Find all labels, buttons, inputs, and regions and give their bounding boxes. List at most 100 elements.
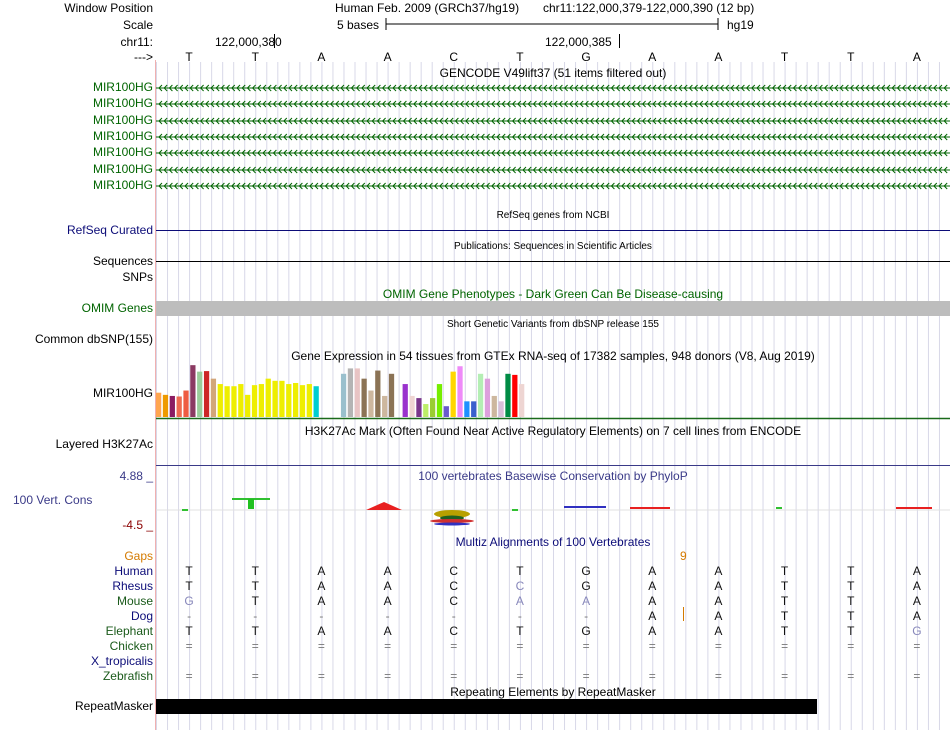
gtex-tissue-bar[interactable]	[416, 398, 422, 417]
gtex-tissue-bar[interactable]	[457, 366, 463, 417]
gtex-tissue-bar[interactable]	[176, 396, 182, 417]
species-label[interactable]: Dog	[130, 609, 153, 623]
gencode-transcript-line[interactable]	[156, 83, 950, 93]
refseq-track-title[interactable]: RefSeq genes from NCBI	[496, 210, 610, 221]
gtex-tissue-bar[interactable]	[306, 384, 312, 417]
omim-track-label[interactable]: OMIM Genes	[81, 301, 153, 315]
gencode-transcript-line[interactable]	[156, 99, 950, 109]
gtex-tissue-bar[interactable]	[162, 394, 169, 417]
gencode-transcript-line[interactable]	[156, 132, 950, 142]
gtex-tissue-bar[interactable]	[183, 390, 189, 417]
species-label[interactable]: Zebrafish	[102, 669, 153, 683]
species-label[interactable]: Rhesus	[112, 579, 153, 593]
species-label[interactable]: X_tropicalis	[90, 654, 153, 668]
repeatmasker-track-title[interactable]: Repeating Elements by RepeatMasker	[450, 685, 656, 699]
gtex-tissue-bar[interactable]	[231, 386, 237, 417]
gtex-tissue-bar[interactable]	[286, 384, 292, 417]
gencode-item-label[interactable]: MIR100HG	[92, 80, 153, 94]
gtex-tissue-bar[interactable]	[224, 386, 230, 417]
species-label[interactable]: Human	[114, 564, 153, 578]
gtex-tissue-bar[interactable]	[251, 385, 258, 417]
multiz-track-title[interactable]: Multiz Alignments of 100 Vertebrates	[455, 535, 651, 549]
alignment-base: =	[516, 669, 524, 683]
gtex-tissue-bar[interactable]	[464, 401, 470, 417]
species-label[interactable]: Mouse	[116, 594, 153, 608]
publications-line[interactable]	[156, 261, 950, 262]
gtex-tissue-bar[interactable]	[402, 384, 408, 417]
gencode-transcript-line[interactable]	[156, 181, 950, 191]
gtex-tissue-bar[interactable]	[293, 382, 299, 417]
gtex-tissue-bar[interactable]	[361, 378, 367, 417]
gtex-track-title[interactable]: Gene Expression in 54 tissues from GTEx …	[291, 349, 815, 363]
gtex-tissue-bar[interactable]	[512, 374, 518, 417]
gtex-tissue-bar[interactable]	[443, 406, 449, 417]
gtex-tissue-bar[interactable]	[382, 395, 388, 417]
h3k27ac-track-label[interactable]: Layered H3K27Ac	[55, 437, 153, 451]
gtex-tissue-bar[interactable]	[272, 380, 278, 417]
species-label[interactable]: Chicken	[109, 639, 153, 653]
gtex-tissue-bar[interactable]	[491, 395, 497, 417]
gtex-tissue-bar[interactable]	[505, 373, 511, 417]
publications-track-label[interactable]: Sequences	[92, 254, 153, 268]
phylop-plot[interactable]	[156, 488, 950, 528]
gtex-tissue-bar[interactable]	[217, 384, 223, 417]
gtex-tissue-bar[interactable]	[279, 380, 285, 417]
gtex-tissue-bar[interactable]	[265, 378, 271, 417]
gtex-tissue-bar[interactable]	[156, 392, 162, 417]
gtex-tissue-bar[interactable]	[340, 373, 347, 417]
gtex-bar-chart[interactable]	[156, 360, 950, 420]
alignment-base: A	[648, 564, 657, 578]
gtex-tissue-bar[interactable]	[430, 398, 436, 417]
gtex-tissue-bar[interactable]	[477, 373, 484, 417]
gtex-tissue-bar[interactable]	[471, 401, 477, 417]
species-label[interactable]: Elephant	[105, 624, 153, 638]
gtex-track-label[interactable]: MIR100HG	[92, 386, 153, 400]
repeat-element-bar[interactable]	[156, 699, 817, 714]
gencode-track-title[interactable]: GENCODE V49lift37 (51 items filtered out…	[439, 66, 667, 80]
gtex-tissue-bar[interactable]	[519, 384, 525, 417]
gtex-tissue-bar[interactable]	[436, 384, 443, 417]
publications-track-title[interactable]: Publications: Sequences in Scientific Ar…	[454, 241, 652, 252]
refseq-track-label[interactable]: RefSeq Curated	[66, 223, 153, 237]
gtex-tissue-bar[interactable]	[423, 404, 429, 417]
gtex-tissue-bar[interactable]	[354, 368, 360, 417]
gtex-tissue-bar[interactable]	[375, 370, 381, 417]
gtex-tissue-bar[interactable]	[450, 371, 456, 417]
gencode-item-label[interactable]: MIR100HG	[92, 177, 153, 192]
gencode-item-label[interactable]: MIR100HG	[92, 112, 153, 127]
alignment-base: T	[780, 624, 789, 638]
gtex-tissue-bar[interactable]	[245, 394, 251, 417]
gtex-tissue-bar[interactable]	[409, 395, 415, 417]
gtex-tissue-bar[interactable]	[368, 390, 374, 417]
gencode-item-label[interactable]: MIR100HG	[92, 161, 153, 176]
snps-track-label[interactable]: SNPs	[122, 270, 153, 284]
gencode-transcript-line[interactable]	[156, 165, 950, 175]
gtex-tissue-bar[interactable]	[299, 385, 306, 417]
h3k27ac-track-title[interactable]: H3K27Ac Mark (Often Found Near Active Re…	[304, 424, 802, 438]
gtex-tissue-bar[interactable]	[498, 401, 504, 417]
omim-track-title[interactable]: OMIM Gene Phenotypes - Dark Green Can Be…	[382, 287, 724, 301]
gencode-transcript-line[interactable]	[156, 116, 950, 126]
refseq-gene-line[interactable]	[156, 230, 950, 231]
gtex-tissue-bar[interactable]	[238, 384, 244, 417]
gencode-item-label[interactable]: MIR100HG	[92, 128, 153, 143]
phylop-track-title[interactable]: 100 vertebrates Basewise Conservation by…	[418, 469, 688, 483]
dbsnp-track-label[interactable]: Common dbSNP(155)	[34, 332, 153, 346]
dbsnp-track-title[interactable]: Short Genetic Variants from dbSNP releas…	[447, 319, 659, 330]
gtex-tissue-bar[interactable]	[388, 373, 395, 417]
gencode-item-label[interactable]: MIR100HG	[92, 96, 153, 111]
gtex-tissue-bar[interactable]	[313, 386, 319, 417]
repeatmasker-track-label[interactable]: RepeatMasker	[74, 699, 153, 713]
gtex-tissue-bar[interactable]	[258, 384, 264, 417]
gtex-tissue-bar[interactable]	[169, 395, 175, 417]
gtex-tissue-bar[interactable]	[347, 368, 354, 417]
gtex-tissue-bar[interactable]	[197, 371, 203, 417]
gtex-tissue-bar[interactable]	[210, 378, 217, 417]
gtex-tissue-bar[interactable]	[203, 371, 210, 417]
phylop-track-label[interactable]: 100 Vert. Cons	[13, 493, 93, 507]
gtex-tissue-bar[interactable]	[190, 365, 196, 417]
gencode-transcript-line[interactable]	[156, 148, 950, 158]
gtex-tissue-bar[interactable]	[484, 378, 491, 417]
gencode-item-label[interactable]: MIR100HG	[92, 145, 153, 160]
omim-feature-bar[interactable]	[156, 301, 950, 316]
